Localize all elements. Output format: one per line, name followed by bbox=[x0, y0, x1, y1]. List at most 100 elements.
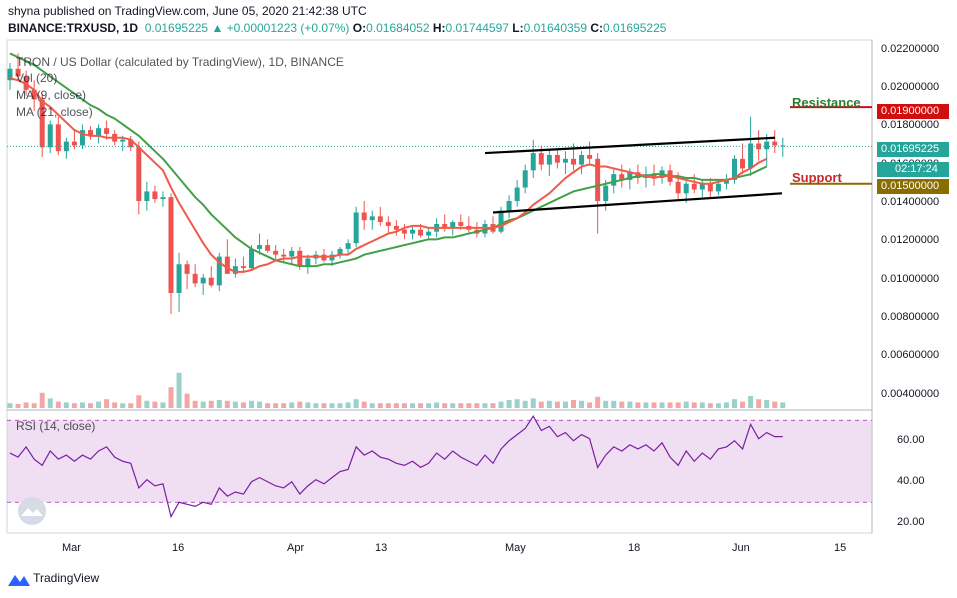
x-tick-label: 16 bbox=[172, 542, 185, 554]
y-tick-label: 0.00800000 bbox=[881, 310, 940, 323]
volume-legend[interactable]: Vol (20) bbox=[16, 71, 58, 85]
tradingview-logo[interactable]: TradingView bbox=[8, 571, 99, 586]
candle bbox=[200, 273, 206, 295]
volume-bar bbox=[482, 403, 488, 408]
x-tick-label: Apr bbox=[287, 542, 305, 554]
support-trendline bbox=[492, 192, 783, 214]
candle bbox=[410, 225, 415, 240]
volume-bar bbox=[7, 403, 13, 408]
candle-body bbox=[715, 183, 721, 192]
candle bbox=[208, 266, 214, 288]
volume-bar bbox=[659, 402, 665, 408]
volume-bar bbox=[514, 399, 520, 408]
candle bbox=[71, 130, 77, 150]
candle-body bbox=[31, 89, 37, 100]
volume-bar bbox=[780, 402, 786, 408]
rsi-tick-label: 20.00 bbox=[897, 515, 925, 528]
candle bbox=[128, 135, 134, 152]
volume-bar bbox=[707, 403, 713, 408]
volume-bar bbox=[587, 402, 593, 408]
volume-bar bbox=[393, 403, 399, 408]
candle-body bbox=[168, 197, 174, 293]
candle-body bbox=[707, 183, 713, 192]
candle-body bbox=[208, 277, 214, 286]
rsi-legend[interactable]: RSI (14, close) bbox=[16, 419, 96, 433]
ma9-line bbox=[9, 77, 768, 273]
candle bbox=[168, 193, 174, 315]
candle-body bbox=[273, 250, 279, 255]
candle bbox=[562, 151, 568, 175]
candle bbox=[216, 252, 222, 292]
candle-body bbox=[651, 174, 657, 178]
volume-bar bbox=[144, 400, 150, 408]
y-tick-label: 0.01000000 bbox=[881, 272, 940, 285]
y-tick-label: 0.00600000 bbox=[881, 349, 940, 362]
candle-body bbox=[47, 124, 53, 148]
volume-bar bbox=[675, 402, 681, 408]
series-title: TRON / US Dollar (calculated by TradingV… bbox=[16, 55, 344, 69]
candle-body bbox=[675, 181, 681, 194]
candle-body bbox=[764, 141, 770, 150]
candle-body bbox=[393, 225, 399, 230]
candle bbox=[39, 93, 45, 157]
open-value: 0.01684052 bbox=[366, 21, 430, 35]
candle-body bbox=[192, 273, 198, 284]
candle bbox=[305, 254, 311, 274]
candle-body bbox=[611, 174, 617, 186]
volume-bar bbox=[168, 387, 174, 408]
candle bbox=[79, 124, 85, 150]
volume-bar bbox=[434, 402, 440, 408]
volume-bar bbox=[353, 399, 359, 408]
volume-bar bbox=[619, 401, 625, 408]
price-change: ▲ +0.00001223 (+0.07%) bbox=[211, 21, 350, 35]
candle bbox=[401, 224, 407, 240]
volume-bar bbox=[756, 399, 762, 408]
volume-bar bbox=[450, 403, 456, 408]
y-tick-label: 0.02000000 bbox=[881, 80, 940, 93]
volume-bar bbox=[31, 403, 37, 408]
candle-body bbox=[297, 250, 303, 267]
volume-bar bbox=[112, 402, 118, 408]
candle-body bbox=[232, 266, 238, 274]
candle-body bbox=[249, 248, 254, 269]
volume-bar bbox=[79, 402, 85, 408]
volume-bar bbox=[562, 401, 568, 408]
candle-body bbox=[361, 212, 367, 221]
volume-bar bbox=[39, 392, 45, 408]
candle-body bbox=[216, 256, 222, 286]
candle-body bbox=[699, 183, 705, 190]
candle bbox=[184, 260, 190, 290]
candle-body bbox=[289, 250, 295, 257]
candle bbox=[152, 185, 158, 203]
candle-body bbox=[756, 143, 762, 150]
candle bbox=[353, 206, 359, 247]
symbol-ohlc-bar: BINANCE:TRXUSD, 1D 0.01695225 ▲ +0.00001… bbox=[8, 21, 666, 35]
candle-body bbox=[200, 277, 206, 284]
candle bbox=[63, 137, 69, 159]
candle-body bbox=[603, 185, 609, 201]
ma21-legend[interactable]: MA (21, close) bbox=[16, 105, 93, 119]
volume-bar bbox=[281, 403, 287, 408]
candle bbox=[522, 164, 528, 194]
volume-bar bbox=[772, 401, 778, 408]
candle bbox=[289, 247, 295, 265]
volume-bar bbox=[651, 402, 657, 408]
candle-body bbox=[595, 158, 601, 201]
ma9-legend[interactable]: MA (9, close) bbox=[16, 88, 87, 102]
candle-body bbox=[128, 139, 134, 148]
candle bbox=[474, 222, 480, 238]
x-tick-label: 13 bbox=[375, 542, 388, 554]
volume-bar bbox=[611, 400, 617, 408]
candle bbox=[345, 239, 351, 255]
volume-bar bbox=[257, 401, 263, 408]
candle-body bbox=[748, 143, 754, 169]
support-price-tag: 0.01500000 bbox=[877, 179, 949, 194]
candle bbox=[377, 206, 383, 226]
volume-bar bbox=[305, 402, 311, 408]
candle bbox=[619, 164, 625, 188]
volume-bar bbox=[200, 401, 206, 408]
rsi-band bbox=[7, 420, 872, 503]
candle-body bbox=[522, 170, 528, 188]
candle-body bbox=[740, 158, 746, 169]
